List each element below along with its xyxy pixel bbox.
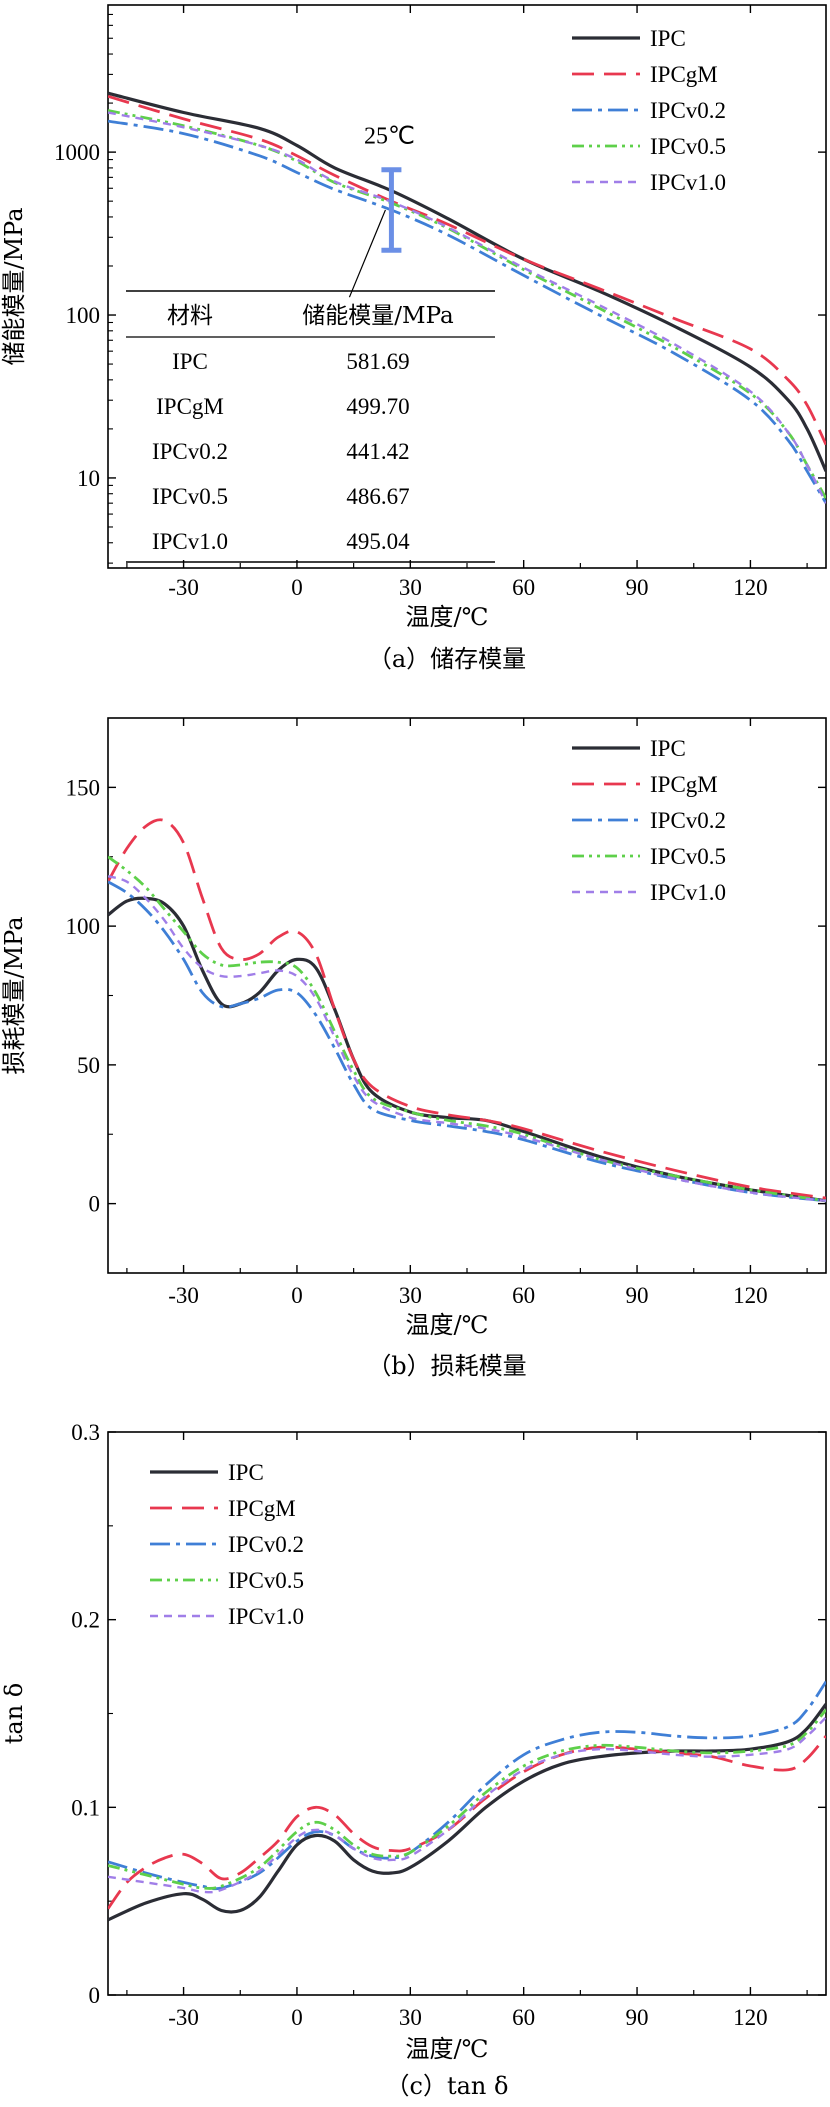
x-tick-label: -30 (168, 1283, 199, 1308)
x-axis-label: 温度/℃ (406, 2035, 489, 2063)
table-header: 材料 (167, 303, 213, 329)
x-tick-label: -30 (168, 2005, 199, 2030)
legend-label: IPCv0.5 (650, 134, 726, 159)
legend-label: IPCv0.5 (228, 1568, 304, 1593)
legend-label: IPC (228, 1460, 264, 1485)
x-tick-label: 30 (399, 575, 422, 600)
y-tick-label: 100 (66, 914, 101, 939)
x-tick-label: 30 (399, 1283, 422, 1308)
y-axis-label: 损耗模量/MPa (0, 916, 28, 1074)
x-tick-label: 90 (626, 575, 649, 600)
series-line-ipcv0-2 (108, 119, 826, 504)
legend: IPC IPCgM IPCv0.2 IPCv0.5 IPCv1.0 (572, 736, 726, 905)
y-tick-label: 0.2 (71, 1608, 100, 1633)
y-tick-label: 0.3 (71, 1420, 100, 1445)
temperature-marker: 25℃ (348, 124, 415, 298)
x-tick-label: 30 (399, 2005, 422, 2030)
series-line-ipc (108, 1703, 826, 1922)
y-axis-label: tan δ (0, 1683, 28, 1745)
legend-label: IPCv1.0 (228, 1604, 304, 1629)
series-line-ipcv0-2 (108, 880, 826, 1203)
y-tick-label: 50 (77, 1053, 100, 1078)
x-tick-label: 0 (291, 575, 303, 600)
legend-label: IPCv0.2 (228, 1532, 304, 1557)
legend-label: IPCv0.5 (650, 844, 726, 869)
legend: IPC IPCgM IPCv0.2 IPCv0.5 IPCv1.0 (150, 1460, 304, 1629)
table-cell-value: 495.04 (346, 529, 410, 554)
chart-panel-2: -30 0 30 60 90 120050100150IPCIPCgMIPCv0.2IPC… (0, 717, 827, 1380)
x-tick-label: 60 (512, 1283, 535, 1308)
table-cell-value: 441.42 (346, 439, 409, 464)
y-tick-label: 100 (66, 303, 101, 328)
series-line-ipcv1-0 (108, 875, 826, 1202)
table-cell-material: IPCv0.5 (152, 484, 228, 509)
data-table: 材料 储能模量/MPa IPC 581.69 IPCgM 499.70 IPCv0.2 441… (126, 290, 495, 563)
legend-label: IPCv0.2 (650, 98, 726, 123)
panel-caption: （b）损耗模量 (367, 1352, 526, 1380)
x-tick-label: 0 (291, 1283, 303, 1308)
legend-label: IPC (650, 26, 686, 51)
plot-frame (107, 1431, 827, 1996)
y-tick-label: 0 (89, 1983, 101, 2008)
legend-label: IPCgM (650, 772, 718, 797)
legend-label: IPCv1.0 (650, 880, 726, 905)
legend-label: IPC (650, 736, 686, 761)
y-tick-label: 0 (89, 1192, 101, 1217)
y-tick-label: 1000 (54, 140, 100, 165)
x-tick-label: 120 (733, 575, 768, 600)
leader-line (348, 209, 386, 298)
legend-label: IPCgM (650, 62, 718, 87)
marker-label: 25℃ (364, 124, 415, 150)
series-line-ipcv1-0 (108, 111, 826, 504)
legend-label: IPCgM (228, 1496, 296, 1521)
legend: IPC IPCgM IPCv0.2 IPCv0.5 IPCv1.0 (572, 26, 726, 195)
x-axis-label: 温度/℃ (406, 1311, 489, 1339)
table-cell-value: 499.70 (346, 394, 409, 419)
y-tick-label: 0.1 (71, 1795, 100, 1820)
series-line-ipcgm (108, 818, 826, 1200)
series-line-ipcgm (108, 1735, 826, 1910)
y-axis-label: 储能模量/MPa (0, 207, 28, 365)
x-tick-label: -30 (168, 575, 199, 600)
panel-caption: （a）储存模量 (368, 645, 526, 673)
series-group (108, 91, 826, 504)
x-tick-label: 120 (733, 1283, 768, 1308)
table-cell-material: IPCv1.0 (152, 529, 228, 554)
table-cell-material: IPCv0.2 (152, 439, 228, 464)
x-axis-label: 温度/℃ (406, 603, 489, 631)
panel-caption: （c）tan δ (386, 2072, 509, 2100)
series-group (108, 1680, 826, 1922)
x-tick-label: 0 (291, 2005, 303, 2030)
series-group (108, 818, 826, 1203)
table-cell-material: IPC (172, 349, 208, 374)
y-tick-label: 150 (66, 775, 101, 800)
table-cell-value: 486.67 (346, 484, 409, 509)
series-line-ipcv0-5 (108, 1708, 826, 1890)
table-cell-value: 581.69 (346, 349, 409, 374)
x-tick-label: 60 (512, 2005, 535, 2030)
table-header: 储能模量/MPa (302, 303, 454, 329)
y-tick-label: 10 (77, 466, 100, 491)
table-cell-material: IPCgM (156, 394, 224, 419)
legend-label: IPCv1.0 (650, 170, 726, 195)
x-tick-label: 120 (733, 2005, 768, 2030)
series-line-ipcv0-5 (108, 855, 826, 1203)
series-line-ipcv1-0 (108, 1716, 826, 1894)
chart-panel-1: -30 0 30 60 90 120101001000IPCIPCgMIPCv0.2IPC… (0, 4, 827, 673)
x-tick-label: 90 (626, 2005, 649, 2030)
x-tick-label: 60 (512, 575, 535, 600)
series-line-ipc (108, 896, 826, 1203)
series-line-ipcv0-2 (108, 1680, 826, 1891)
series-line-ipcgm (108, 94, 826, 446)
legend-label: IPCv0.2 (650, 808, 726, 833)
x-tick-label: 90 (626, 1283, 649, 1308)
chart-panel-3: -30 0 30 60 90 12000.10.20.3IPCIPCgMIPCv0.2IP… (0, 1420, 827, 2100)
